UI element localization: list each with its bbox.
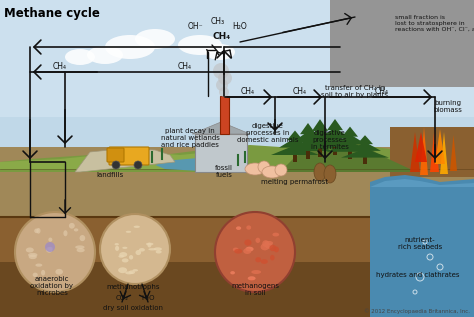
- Ellipse shape: [134, 226, 140, 228]
- Ellipse shape: [26, 248, 34, 253]
- Ellipse shape: [118, 255, 124, 258]
- Ellipse shape: [255, 257, 261, 262]
- Polygon shape: [349, 142, 381, 151]
- Ellipse shape: [246, 247, 254, 251]
- Ellipse shape: [324, 165, 336, 183]
- Text: © 2012 Encyclopaedia Britannica, Inc.: © 2012 Encyclopaedia Britannica, Inc.: [364, 308, 470, 314]
- FancyBboxPatch shape: [330, 0, 474, 87]
- Text: methanogens
in soil: methanogens in soil: [231, 283, 279, 296]
- Polygon shape: [357, 135, 373, 144]
- Polygon shape: [287, 131, 303, 140]
- Text: H₂O: H₂O: [233, 22, 247, 31]
- Ellipse shape: [77, 248, 85, 252]
- Ellipse shape: [69, 223, 75, 229]
- Ellipse shape: [46, 247, 53, 253]
- Polygon shape: [292, 132, 324, 143]
- Polygon shape: [311, 136, 359, 147]
- Ellipse shape: [48, 247, 53, 251]
- Text: CH₄: CH₄: [293, 87, 307, 96]
- Text: dry soil oxidation: dry soil oxidation: [103, 305, 163, 311]
- FancyBboxPatch shape: [306, 147, 310, 159]
- Ellipse shape: [87, 46, 123, 64]
- Text: hydrates and clathrates: hydrates and clathrates: [376, 272, 460, 278]
- Polygon shape: [192, 122, 250, 134]
- Circle shape: [15, 212, 95, 292]
- Polygon shape: [0, 152, 210, 169]
- Ellipse shape: [273, 233, 279, 236]
- Ellipse shape: [261, 243, 269, 250]
- Ellipse shape: [147, 243, 151, 248]
- FancyBboxPatch shape: [348, 148, 352, 159]
- Ellipse shape: [33, 273, 38, 277]
- FancyBboxPatch shape: [0, 0, 474, 117]
- Ellipse shape: [233, 248, 239, 251]
- Polygon shape: [280, 139, 410, 172]
- Circle shape: [216, 79, 228, 91]
- Polygon shape: [334, 134, 366, 144]
- Ellipse shape: [251, 270, 261, 274]
- Ellipse shape: [245, 163, 265, 175]
- Text: digestive
processes in
domestic animals: digestive processes in domestic animals: [237, 123, 299, 143]
- Polygon shape: [415, 132, 427, 162]
- Polygon shape: [327, 119, 343, 130]
- Circle shape: [219, 87, 229, 97]
- Text: burning
biomass: burning biomass: [434, 100, 463, 113]
- Text: landfills: landfills: [96, 172, 124, 178]
- Text: digestive
processes
in termites: digestive processes in termites: [311, 130, 349, 150]
- Ellipse shape: [274, 247, 279, 252]
- Ellipse shape: [248, 276, 255, 280]
- Text: CH₄: CH₄: [241, 87, 255, 96]
- FancyBboxPatch shape: [318, 145, 322, 157]
- Text: methanotrophs: methanotrophs: [106, 284, 160, 290]
- Polygon shape: [390, 127, 474, 177]
- Ellipse shape: [122, 258, 128, 262]
- Ellipse shape: [262, 240, 269, 247]
- Polygon shape: [279, 138, 311, 148]
- Ellipse shape: [269, 245, 276, 251]
- Polygon shape: [450, 135, 457, 171]
- Polygon shape: [296, 137, 344, 149]
- Ellipse shape: [65, 49, 95, 65]
- Ellipse shape: [234, 249, 242, 254]
- Polygon shape: [410, 132, 420, 172]
- Polygon shape: [430, 128, 439, 172]
- Text: CH₄: CH₄: [53, 62, 67, 71]
- Ellipse shape: [28, 253, 37, 257]
- Text: CH₃: CH₃: [211, 17, 225, 26]
- Ellipse shape: [139, 248, 145, 252]
- Text: CH₄: CH₄: [213, 32, 231, 41]
- Ellipse shape: [118, 267, 127, 273]
- Polygon shape: [435, 129, 445, 164]
- Ellipse shape: [261, 259, 268, 264]
- Circle shape: [134, 161, 142, 169]
- Circle shape: [218, 71, 232, 85]
- Ellipse shape: [244, 239, 252, 246]
- Ellipse shape: [28, 255, 37, 259]
- Text: small fraction is
lost to stratosphere in
reactions with OH⁻, Cl⁻, and O⁻: small fraction is lost to stratosphere i…: [395, 15, 474, 32]
- Ellipse shape: [205, 44, 235, 60]
- Ellipse shape: [119, 252, 127, 257]
- Ellipse shape: [146, 243, 154, 245]
- Polygon shape: [271, 145, 319, 155]
- Polygon shape: [0, 147, 474, 317]
- FancyBboxPatch shape: [0, 217, 474, 317]
- Ellipse shape: [125, 271, 133, 275]
- Circle shape: [112, 161, 120, 169]
- Ellipse shape: [135, 29, 175, 49]
- FancyBboxPatch shape: [220, 96, 229, 134]
- Polygon shape: [341, 149, 389, 158]
- Ellipse shape: [115, 246, 119, 251]
- Ellipse shape: [36, 228, 41, 234]
- Ellipse shape: [246, 225, 251, 230]
- Ellipse shape: [314, 163, 326, 181]
- Text: CH₄: CH₄: [178, 62, 192, 71]
- Ellipse shape: [230, 271, 235, 275]
- Polygon shape: [370, 179, 474, 187]
- Ellipse shape: [132, 269, 138, 271]
- Ellipse shape: [270, 255, 274, 261]
- Ellipse shape: [178, 35, 222, 55]
- Circle shape: [215, 212, 295, 292]
- FancyBboxPatch shape: [293, 152, 297, 162]
- Circle shape: [100, 214, 170, 284]
